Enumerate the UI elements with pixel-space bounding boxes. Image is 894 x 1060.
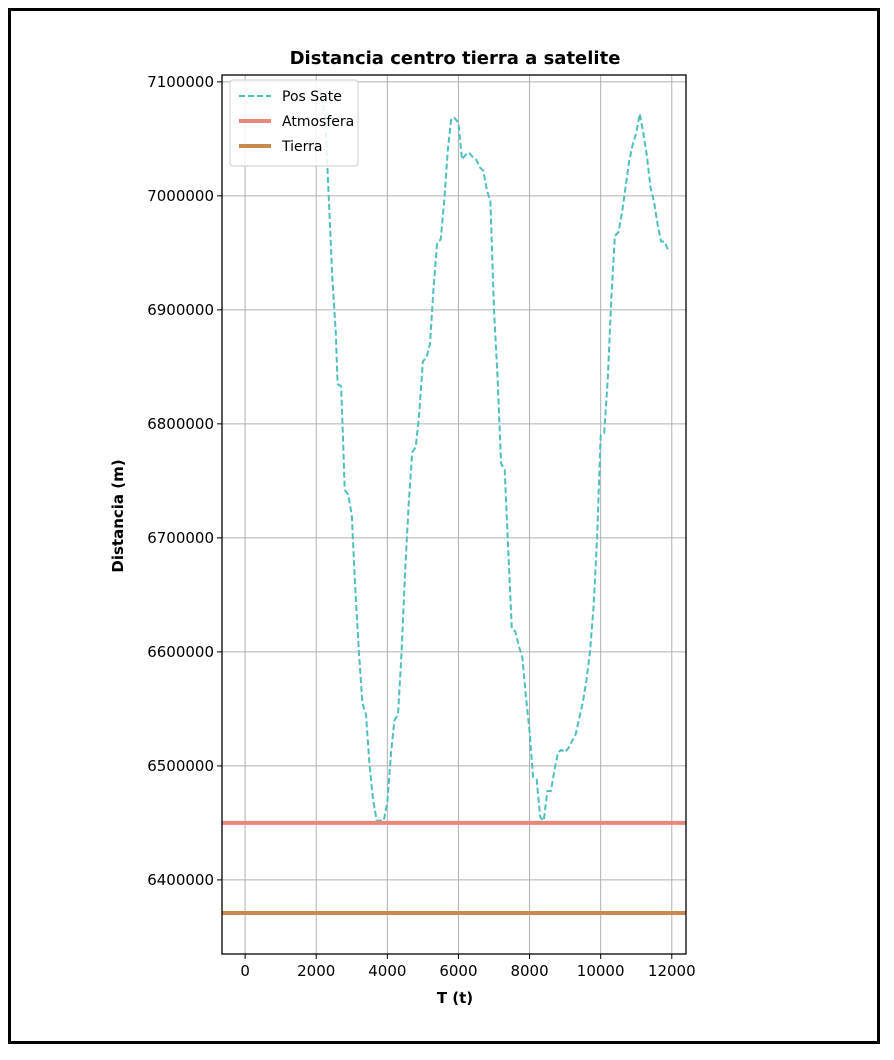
y-tick-label: 6500000 — [147, 757, 214, 775]
x-tick-label: 4000 — [368, 962, 406, 980]
y-tick-label: 6400000 — [147, 871, 214, 889]
x-tick-label: 12000 — [648, 962, 696, 980]
y-tick-label: 6700000 — [147, 529, 214, 547]
series-layer — [222, 87, 686, 915]
legend-label-atmosfera: Atmosfera — [282, 114, 354, 130]
x-tick-label: 10000 — [577, 962, 625, 980]
y-tick-label: 6900000 — [147, 301, 214, 319]
y-tick-label: 6800000 — [147, 415, 214, 433]
x-tick-label: 8000 — [510, 962, 548, 980]
legend: Pos Sate Atmosfera Tierra — [229, 79, 359, 167]
grid — [222, 75, 686, 954]
legend-label-tierra: Tierra — [281, 139, 322, 155]
x-tick-label: 0 — [240, 962, 250, 980]
figure-frame — [8, 8, 880, 1044]
x-tick-label: 6000 — [439, 962, 477, 980]
plot-area-frame — [221, 74, 687, 955]
ticks: 0 2000 4000 6000 8000 10000 12000 6400000 650000… — [147, 73, 695, 980]
y-tick-label: 7100000 — [147, 73, 214, 91]
x-axis-label: T (t) — [437, 989, 473, 1007]
chart-title: Distancia centro tierra a satelite — [290, 48, 621, 69]
y-axis-label: Distancia (m) — [109, 459, 127, 572]
x-tick-label: 2000 — [297, 962, 335, 980]
series-pos-sate-line — [318, 87, 670, 822]
legend-label-pos-sate: Pos Sate — [282, 89, 342, 105]
y-tick-label: 6600000 — [147, 643, 214, 661]
y-tick-label: 7000000 — [147, 187, 214, 205]
